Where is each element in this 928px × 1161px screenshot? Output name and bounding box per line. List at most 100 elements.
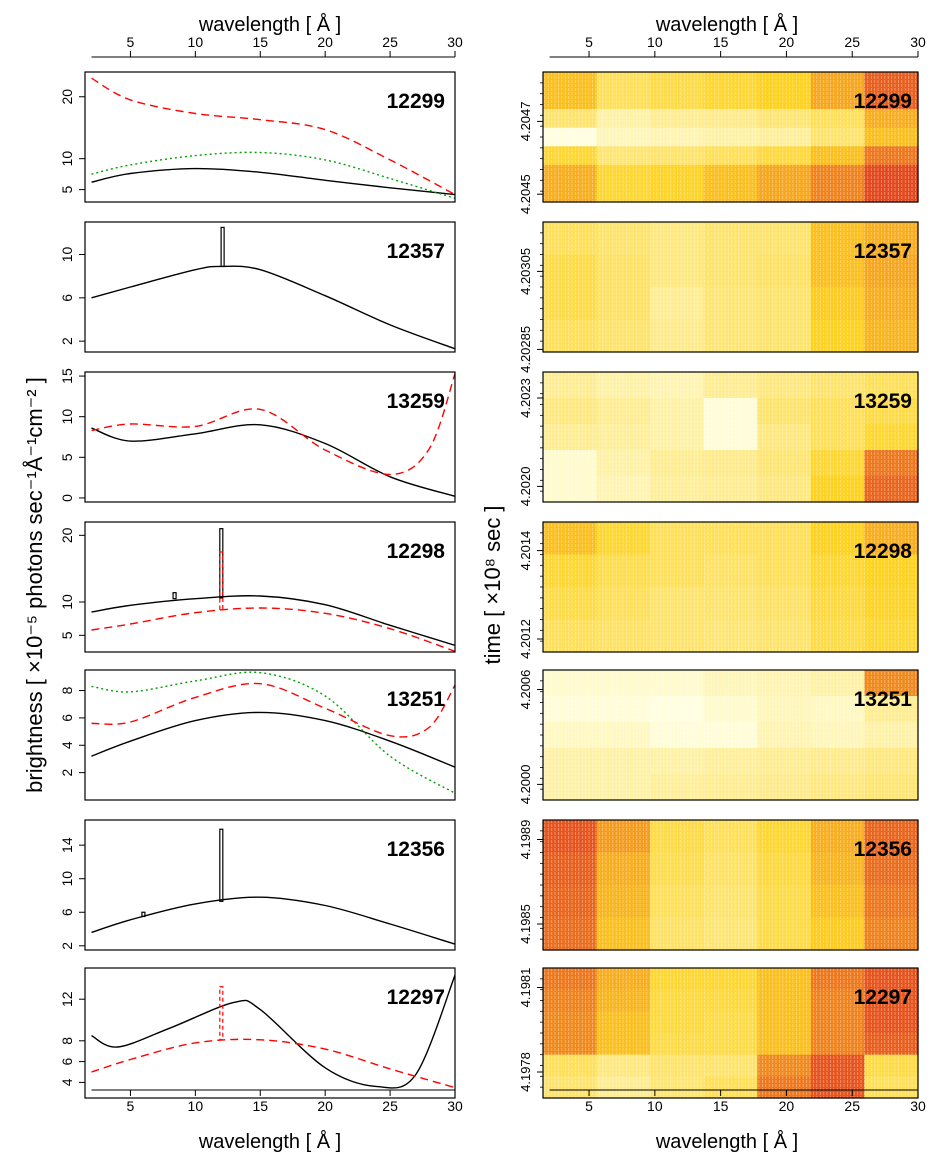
- panel-id-label: 12298: [854, 540, 913, 563]
- y-tick-label: 4.20305: [518, 248, 533, 295]
- panel-frame: [84, 967, 456, 1099]
- y-tick-label: 10: [59, 594, 75, 610]
- x-tick-label: 15: [252, 34, 268, 50]
- bottom-left-x-axis-title: wavelength [ Å ]: [198, 1130, 341, 1153]
- x-tick-label: 25: [844, 1098, 860, 1114]
- green-dotted-series-line: [91, 671, 455, 794]
- red-dashed-series-line: [91, 607, 455, 652]
- y-tick-label: 10: [59, 871, 75, 887]
- red-dashed-series-line: [91, 373, 455, 476]
- series-group: [91, 373, 455, 497]
- y-tick-label: 8: [59, 1037, 75, 1045]
- y-tick-label: 4.2047: [518, 102, 533, 142]
- panel-frame: [84, 371, 456, 503]
- line-panel-12299: 5 10 20 5 10 15 20 25 30 12299: [59, 34, 463, 203]
- x-tick-label: 30: [447, 34, 463, 50]
- y-tick-label: 15: [59, 368, 75, 384]
- y-tick-label: 4.1989: [518, 820, 533, 860]
- x-tick-label: 20: [779, 34, 795, 50]
- panel-id-label: 12299: [854, 90, 912, 113]
- x-tick-label: 15: [252, 1098, 268, 1114]
- y-tick-label: 10: [59, 409, 75, 425]
- y-tick-label: 4.2045: [518, 174, 533, 214]
- green-dotted-series-line: [91, 151, 455, 199]
- line-panel-13251: 2 4 6 8 13251: [59, 669, 456, 801]
- panel-id-label: 13251: [387, 688, 446, 711]
- x-tick-label: 25: [844, 34, 860, 50]
- panel-frame: [84, 71, 456, 203]
- top-right-x-axis-title: wavelength [ Å ]: [655, 13, 798, 36]
- right-y-axis-title: time [ ×10⁸ sec ]: [480, 505, 505, 664]
- y-tick-label: 5: [59, 453, 75, 461]
- x-tick-label: 25: [382, 34, 398, 50]
- y-tick-label: 0: [59, 494, 75, 502]
- heatmap-texture: [543, 222, 918, 352]
- black-emission-line-marker: [141, 911, 146, 918]
- x-tick-label: 10: [188, 34, 204, 50]
- x-tick-label: 25: [382, 1098, 398, 1114]
- y-tick-label: 14: [59, 837, 75, 853]
- panel-id-label: 12357: [854, 240, 912, 263]
- y-tick-label: 20: [59, 527, 75, 543]
- panel-id-label: 12356: [387, 838, 445, 861]
- panel-id-label: 12297: [854, 986, 912, 1009]
- x-tick-label: 5: [127, 1098, 135, 1114]
- red-emission-line-marker: [219, 551, 224, 610]
- black-emission-line-marker: [220, 226, 225, 268]
- black-emission-line-marker: [219, 828, 224, 902]
- x-tick-label: 20: [317, 34, 333, 50]
- x-tick-label: 30: [447, 1098, 463, 1114]
- y-tick-label: 10: [59, 151, 75, 167]
- heatmap-texture: [543, 522, 918, 652]
- heatmap-panel-12356: 4.1985 4.1989 12356: [518, 819, 919, 951]
- series-group: [91, 671, 455, 794]
- y-tick-label: 5: [59, 186, 75, 194]
- black-solid-series-line: [91, 711, 455, 768]
- y-tick-label: 4.2006: [518, 670, 533, 710]
- heatmap-panel-12298: 4.2012 4.2014 12298: [518, 521, 919, 659]
- panel-id-label: 13259: [854, 390, 912, 413]
- black-solid-series-line: [91, 167, 455, 196]
- y-tick-label: 6: [59, 714, 75, 722]
- x-tick-label: 30: [910, 1098, 926, 1114]
- x-tick-label: 20: [317, 1098, 333, 1114]
- heatmap-panel-13259: 4.2020 4.2023 13259: [518, 371, 919, 507]
- x-tick-label: 15: [713, 1098, 729, 1114]
- heatmap-panel-13251: 4.2000 4.2006 13251: [518, 669, 919, 805]
- panel-frame: [84, 221, 456, 353]
- x-tick-label: 5: [585, 34, 593, 50]
- y-tick-label: 12: [59, 991, 75, 1007]
- y-tick-label: 4.2023: [518, 378, 533, 418]
- y-tick-label: 4: [59, 741, 75, 749]
- black-emission-line-marker: [172, 592, 177, 600]
- y-tick-label: 4.2000: [518, 765, 533, 805]
- panel-id-label: 12299: [387, 90, 445, 113]
- x-tick-label: 10: [647, 34, 663, 50]
- panel-id-label: 12356: [854, 838, 912, 861]
- x-tick-label: 5: [585, 1098, 593, 1114]
- y-tick-label: 10: [59, 247, 75, 263]
- panel-frame: [84, 819, 456, 951]
- line-panel-13259: 0 5 10 15 13259: [59, 368, 456, 503]
- y-tick-label: 4.2012: [518, 619, 533, 659]
- y-tick-label: 8: [59, 686, 75, 694]
- top-left-x-axis-title: wavelength [ Å ]: [198, 13, 341, 36]
- y-tick-label: 2: [59, 337, 75, 345]
- x-tick-label: 20: [779, 1098, 795, 1114]
- line-panel-12298: 5 10 20 12298: [59, 521, 456, 653]
- bottom-right-x-axis-title: wavelength [ Å ]: [655, 1130, 798, 1153]
- panel-id-label: 12298: [387, 540, 446, 563]
- line-panel-12297: 4 6 8 12 5 10 15 20 25 30 12297: [59, 967, 463, 1114]
- heatmap-panel-12299: 4.2045 4.2047 5 10 15 20 25 30 12299: [518, 34, 926, 214]
- x-tick-label: 5: [127, 34, 135, 50]
- y-tick-label: 4.2020: [518, 467, 533, 507]
- y-tick-label: 4.1985: [518, 904, 533, 944]
- black-solid-series-line: [91, 265, 455, 350]
- heatmap-texture: [543, 72, 918, 202]
- y-tick-label: 4: [59, 1078, 75, 1086]
- panel-id-label: 13251: [854, 688, 913, 711]
- black-solid-series-line: [91, 423, 455, 497]
- heatmap-texture: [543, 372, 918, 502]
